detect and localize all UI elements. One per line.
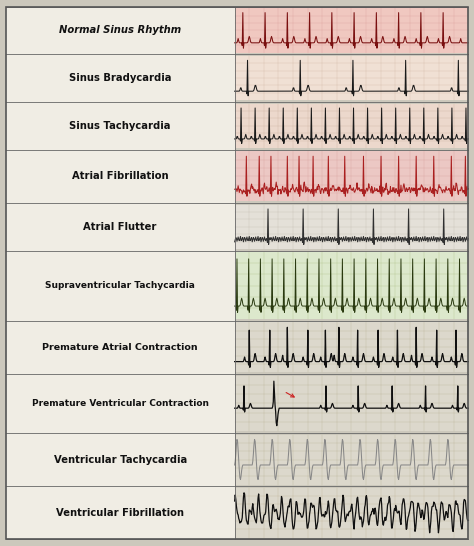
Bar xyxy=(6,251,235,321)
Bar xyxy=(6,321,235,374)
Bar xyxy=(6,486,235,539)
Text: Atrial Fibrillation: Atrial Fibrillation xyxy=(72,171,168,181)
Bar xyxy=(235,488,468,538)
Text: Sinus Tachycardia: Sinus Tachycardia xyxy=(69,121,171,130)
Text: Atrial Flutter: Atrial Flutter xyxy=(83,222,157,232)
Bar xyxy=(235,104,468,148)
Bar xyxy=(6,102,235,150)
Bar xyxy=(235,205,468,249)
Bar xyxy=(6,203,235,251)
Bar xyxy=(235,435,468,484)
Bar xyxy=(235,151,468,201)
Text: Ventricular Tachycardia: Ventricular Tachycardia xyxy=(54,454,187,465)
Text: Supraventricular Tachycardia: Supraventricular Tachycardia xyxy=(45,281,195,290)
Bar xyxy=(6,150,235,203)
Bar xyxy=(6,374,235,433)
Bar xyxy=(235,56,468,100)
Text: Premature Atrial Contraction: Premature Atrial Contraction xyxy=(42,343,198,352)
Bar xyxy=(6,54,235,102)
Text: Normal Sinus Rhythm: Normal Sinus Rhythm xyxy=(59,26,181,35)
Bar xyxy=(6,433,235,486)
Text: Sinus Bradycardia: Sinus Bradycardia xyxy=(69,73,172,83)
Bar xyxy=(235,322,468,372)
Bar xyxy=(6,7,235,54)
Bar xyxy=(235,8,468,52)
Bar xyxy=(235,376,468,431)
Bar xyxy=(235,252,468,319)
Text: Ventricular Fibrillation: Ventricular Fibrillation xyxy=(56,508,184,518)
Text: Premature Ventricular Contraction: Premature Ventricular Contraction xyxy=(32,399,209,408)
